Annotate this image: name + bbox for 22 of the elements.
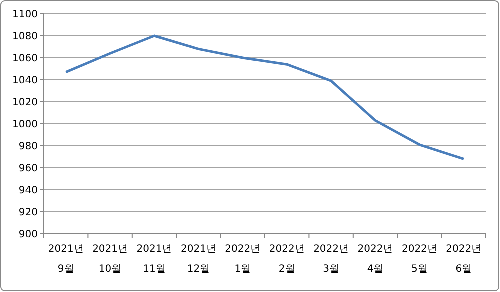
y-tick-label: 1040: [12, 76, 38, 86]
x-tick-label: 2021년 9월: [48, 244, 84, 275]
line-series: [64, 34, 466, 160]
x-tick-label: 2022년 3월: [314, 244, 350, 275]
y-tick-label: 940: [18, 186, 38, 196]
x-tick-label: 2021년 10월: [92, 244, 128, 275]
x-tick-label: 2022년 5월: [402, 244, 438, 275]
y-tick-label: 1060: [12, 54, 38, 64]
x-tick-label: 2021년 12월: [180, 244, 216, 275]
x-tick-label: 2022년 4월: [358, 244, 394, 275]
y-tick-label: 920: [18, 208, 38, 218]
y-tick-label: 1080: [12, 32, 38, 42]
x-tick-label: 2021년 11월: [136, 244, 172, 275]
y-tick-label: 1100: [12, 10, 38, 20]
y-tick-label: 1000: [12, 120, 38, 130]
x-tick-label: 2022년 6월: [446, 244, 482, 275]
y-tick-label: 980: [18, 142, 38, 152]
y-tick-label: 900: [18, 230, 38, 240]
x-tick-label: 2022년 1월: [225, 244, 261, 275]
x-tick-label: 2022년 2월: [269, 244, 305, 275]
y-tick-label: 960: [18, 164, 38, 174]
y-tick-label: 1020: [12, 98, 38, 108]
